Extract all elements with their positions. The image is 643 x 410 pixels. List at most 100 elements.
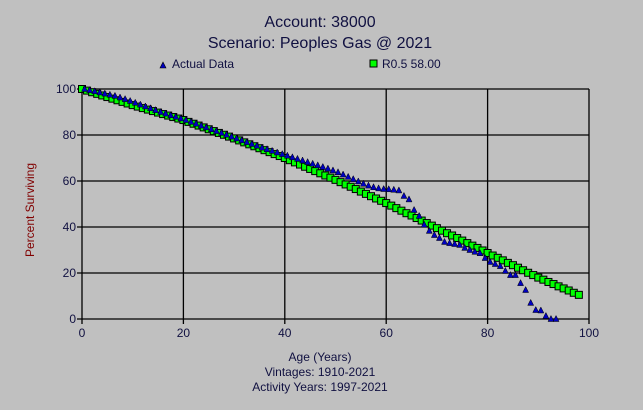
actual-point: [126, 96, 134, 104]
actual-point: [106, 90, 114, 98]
actual-point: [481, 253, 489, 261]
actual-point: [522, 285, 530, 293]
actual-point: [273, 148, 281, 156]
actual-point: [167, 111, 175, 118]
actual-point: [304, 158, 312, 165]
actual-point: [517, 279, 524, 286]
actual-point: [430, 230, 438, 238]
chart-title: Account: 38000: [264, 14, 375, 31]
y-tick-label: 100: [56, 82, 76, 96]
actual-point: [329, 166, 337, 174]
actual-point: [400, 191, 408, 199]
actual-point: [172, 112, 180, 120]
actual-point: [425, 226, 433, 234]
actual-point: [476, 249, 484, 256]
actual-point: [299, 156, 306, 164]
actual-point: [446, 239, 453, 246]
actual-point: [354, 177, 362, 185]
actual-point: [441, 237, 448, 245]
actual-point: [141, 102, 149, 110]
actual-point: [248, 139, 256, 147]
y-tick-label: 20: [63, 266, 77, 280]
actual-point: [385, 185, 393, 193]
actual-point: [359, 179, 367, 187]
actual-point: [233, 134, 241, 142]
actual-point: [365, 181, 372, 189]
actual-point: [390, 185, 398, 193]
actual-point: [294, 154, 301, 162]
actual-point: [456, 240, 464, 248]
actual-point: [283, 151, 291, 159]
actual-point: [136, 100, 144, 108]
actual-point: [466, 245, 474, 253]
x-axis: 0 20 40 60 80 100: [79, 326, 600, 340]
actual-point: [238, 136, 246, 144]
actual-point: [116, 93, 124, 101]
actual-point: [491, 259, 499, 267]
actual-point: [507, 271, 514, 278]
actual-point: [212, 127, 220, 134]
actual-point: [91, 87, 99, 95]
actual-point: [218, 128, 225, 136]
y-tick-label: 80: [63, 128, 77, 142]
actual-point: [339, 170, 347, 178]
actual-point: [81, 84, 88, 92]
vintages-note: Vintages: 1910-2021: [265, 365, 376, 379]
series-actual: [81, 84, 560, 322]
actual-point: [415, 211, 423, 219]
actual-point: [278, 150, 286, 157]
actual-point: [228, 132, 235, 140]
y-tick-label: 60: [63, 174, 77, 188]
actual-point: [202, 123, 210, 131]
actual-point: [263, 145, 271, 153]
activity-years-note: Activity Years: 1997-2021: [252, 380, 388, 394]
x-tick-label: 100: [579, 326, 599, 340]
actual-point: [380, 184, 388, 192]
y-tick-label: 40: [63, 220, 77, 234]
actual-point: [86, 86, 94, 93]
actual-point: [324, 164, 332, 172]
actual-point: [152, 106, 159, 113]
actual-point: [162, 109, 170, 117]
x-axis-label: Age (Years): [289, 350, 352, 364]
actual-point: [111, 91, 119, 99]
legend-triangle-icon: [159, 61, 167, 69]
actual-point: [395, 186, 403, 194]
fit-point: [574, 290, 583, 299]
actual-point: [527, 298, 535, 306]
y-tick-label: 0: [69, 312, 76, 326]
actual-point: [314, 161, 322, 169]
actual-point: [96, 88, 104, 96]
actual-point: [309, 159, 317, 167]
actual-point: [334, 168, 342, 176]
y-axis-label: Percent Surviving: [23, 163, 37, 257]
actual-point: [223, 130, 230, 138]
chart-subtitle: Scenario: Peoples Gas @ 2021: [208, 35, 432, 52]
actual-point: [420, 220, 428, 228]
actual-point: [101, 89, 109, 97]
actual-point: [197, 121, 205, 129]
actual-point: [375, 184, 382, 192]
actual-point: [289, 153, 296, 161]
legend-label-fit: R0.5 58.00: [382, 57, 441, 71]
actual-point: [192, 119, 200, 127]
actual-point: [461, 243, 469, 251]
actual-point: [268, 146, 276, 154]
actual-point: [552, 314, 560, 322]
y-axis: 0 20 40 60 80 100: [56, 82, 76, 326]
actual-point: [486, 257, 494, 265]
x-tick-label: 40: [278, 326, 292, 340]
legend-square-icon: [369, 59, 378, 68]
actual-point: [253, 141, 261, 149]
actual-point: [177, 114, 185, 122]
actual-point: [157, 107, 164, 115]
x-tick-label: 0: [79, 326, 86, 340]
actual-point: [405, 195, 413, 203]
legend-label-actual: Actual Data: [172, 57, 234, 71]
actual-point: [496, 262, 504, 269]
actual-point: [537, 306, 545, 314]
actual-point: [501, 266, 509, 274]
actual-point: [344, 172, 352, 180]
